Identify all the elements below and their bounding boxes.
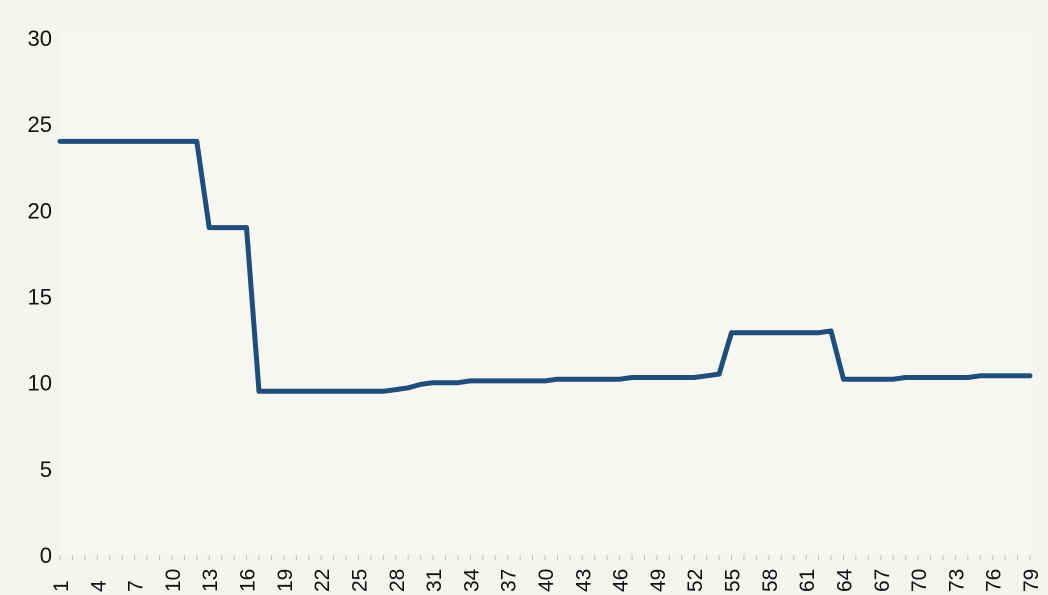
x-tick-label: 16 <box>237 569 260 592</box>
x-tick-label: 10 <box>162 569 185 592</box>
y-axis-ticks: 0 5 10 15 20 25 30 <box>28 26 52 568</box>
plot-background <box>60 28 1030 555</box>
x-tick-label: 73 <box>945 569 968 592</box>
x-tick-label: 49 <box>647 569 670 592</box>
x-tick-label: 19 <box>274 569 297 592</box>
x-tick-label: 22 <box>311 569 334 592</box>
x-tick-label: 67 <box>871 569 894 592</box>
series-layer <box>57 138 1033 394</box>
x-tick-label: 13 <box>199 569 222 592</box>
x-tick-label: 37 <box>498 569 521 592</box>
series-line <box>57 138 1033 394</box>
x-tick-label: 64 <box>833 568 856 592</box>
y-tick-label: 15 <box>28 285 52 310</box>
plot-area <box>60 28 1030 555</box>
x-tick-label: 61 <box>796 569 819 592</box>
x-tick-label: 4 <box>87 580 110 592</box>
x-tick-label: 70 <box>908 569 931 592</box>
x-tick-label: 43 <box>572 569 595 592</box>
x-tick-label: 25 <box>348 569 371 592</box>
y-tick-label: 10 <box>28 371 52 396</box>
x-tick-label: 79 <box>1020 569 1043 592</box>
y-tick-label: 30 <box>28 26 52 51</box>
y-tick-label: 25 <box>28 112 52 137</box>
x-tick-label: 31 <box>423 569 446 592</box>
x-tick-label: 34 <box>460 568 483 592</box>
x-tick-label: 28 <box>386 569 409 592</box>
y-tick-label: 0 <box>40 543 52 568</box>
x-tick-label: 55 <box>722 569 745 592</box>
x-tick-label: 76 <box>983 569 1006 592</box>
x-tick-label: 7 <box>125 580 148 592</box>
y-tick-label: 20 <box>28 198 52 223</box>
x-tick-label: 58 <box>759 569 782 592</box>
x-tick-label: 1 <box>50 580 73 592</box>
x-tick-label: 40 <box>535 569 558 592</box>
x-tick-label: 46 <box>610 569 633 592</box>
x-tick-label: 52 <box>684 569 707 592</box>
x-axis-ticks: 1 4 7 10 13 16 19 22 25 28 31 34 37 40 43 46 49 52 55 58 61 6… <box>50 555 1043 592</box>
y-tick-label: 5 <box>40 457 52 482</box>
